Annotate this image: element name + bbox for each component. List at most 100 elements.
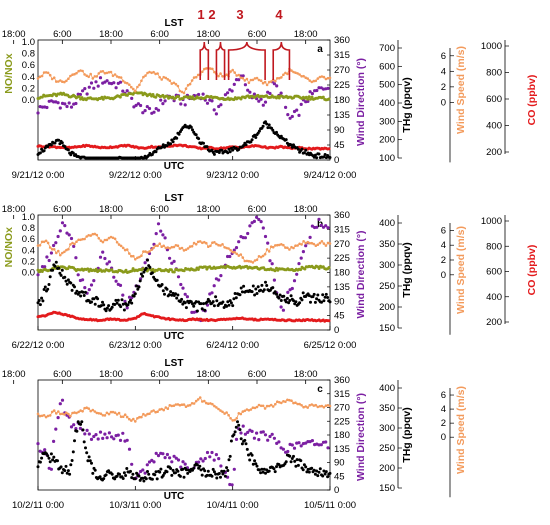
nox-point — [317, 267, 321, 270]
wd-point — [295, 108, 299, 112]
wd-point — [92, 86, 96, 90]
wd-point — [154, 232, 158, 236]
ws-point — [265, 404, 269, 408]
wd-point — [214, 112, 218, 116]
ws-point — [55, 80, 58, 83]
wd-point — [210, 291, 214, 295]
ws-point — [308, 404, 312, 407]
wd-point — [297, 113, 301, 117]
wd-point — [326, 86, 330, 90]
ws-point — [65, 79, 68, 83]
ws-point — [219, 244, 222, 247]
wd-point — [310, 439, 314, 443]
thg-point — [169, 142, 173, 146]
ws-point — [209, 244, 212, 248]
thg-point — [219, 475, 222, 479]
thg-point — [232, 297, 236, 301]
wd-point — [58, 229, 62, 233]
wd-point — [45, 105, 49, 110]
wd-point — [272, 278, 276, 282]
thg-point — [58, 271, 62, 275]
ws-point — [213, 404, 216, 408]
ws-point — [150, 71, 153, 75]
ws-point — [136, 256, 139, 260]
thg-point — [296, 463, 300, 467]
thg-axis-label: THg (ppqv) — [401, 407, 413, 462]
thg-point — [229, 301, 233, 305]
thg-point — [228, 454, 232, 458]
thg-tick-label: 200 — [379, 302, 395, 313]
wd-point — [112, 275, 116, 279]
wd-point — [161, 233, 165, 237]
thg-point — [170, 473, 174, 477]
ws-point — [217, 407, 220, 411]
nox-point — [118, 95, 122, 99]
thg-tick-label: 150 — [379, 323, 395, 334]
ws-point — [239, 253, 243, 256]
ws-point — [71, 73, 74, 76]
event-bracket — [215, 41, 226, 80]
ws-point — [52, 76, 56, 79]
ws-point — [130, 85, 133, 89]
nox-tick-label: 1.0 — [22, 212, 35, 223]
ws-point — [144, 414, 147, 417]
wd-point — [49, 467, 54, 471]
ws-point — [71, 241, 74, 245]
thg-point — [322, 469, 326, 473]
thg-point — [105, 306, 109, 310]
ws-point — [95, 411, 99, 415]
ws-point — [274, 402, 277, 406]
wd-point — [252, 219, 256, 223]
thg-point — [251, 462, 255, 466]
nox-tick-label: 0.4 — [22, 72, 35, 83]
thg-point — [40, 456, 44, 460]
thg-point — [77, 291, 81, 294]
thg-point — [220, 148, 224, 152]
ws-point — [138, 415, 141, 419]
wd-point — [101, 250, 105, 254]
thg-point — [257, 129, 261, 133]
ws-point — [229, 417, 232, 420]
thg-point — [313, 472, 317, 476]
ws-point — [132, 417, 135, 421]
ws-point — [105, 238, 109, 242]
ws-point — [73, 72, 76, 76]
wd-tick-label: 225 — [334, 80, 350, 91]
ws-point — [65, 248, 68, 252]
wd-point — [56, 234, 60, 239]
thg-point — [257, 468, 261, 472]
wd-point — [210, 450, 214, 455]
ws-point — [81, 237, 84, 241]
thg-point — [144, 266, 148, 270]
wd-point — [288, 116, 292, 120]
wd-tick-label: 90 — [334, 458, 345, 469]
thg-point — [290, 145, 294, 149]
ws-point — [201, 70, 204, 73]
thg-point — [265, 284, 269, 287]
wd-point — [89, 437, 94, 441]
thg-point — [86, 459, 90, 463]
thg-point — [63, 469, 67, 473]
thg-point — [222, 469, 226, 473]
thg-point — [261, 124, 265, 128]
thg-point — [239, 437, 243, 441]
ws-point — [269, 245, 273, 248]
wd-tick-label: 180 — [334, 95, 350, 106]
thg-point — [150, 153, 154, 156]
thg-tick-label: 500 — [379, 80, 395, 91]
wd-point — [156, 108, 161, 112]
ws-point — [231, 68, 234, 72]
wd-point — [161, 452, 165, 456]
wd-point — [54, 241, 58, 245]
wd-point — [98, 76, 103, 80]
wd-point — [268, 91, 272, 96]
ws-point — [140, 254, 143, 257]
wd-point — [67, 101, 71, 105]
ws-point — [186, 83, 190, 87]
wd-point — [87, 288, 91, 292]
wd-point — [36, 273, 40, 277]
wd-point — [125, 306, 129, 310]
ws-point — [38, 75, 42, 78]
thg-point — [326, 475, 330, 479]
ws-point — [221, 75, 224, 78]
